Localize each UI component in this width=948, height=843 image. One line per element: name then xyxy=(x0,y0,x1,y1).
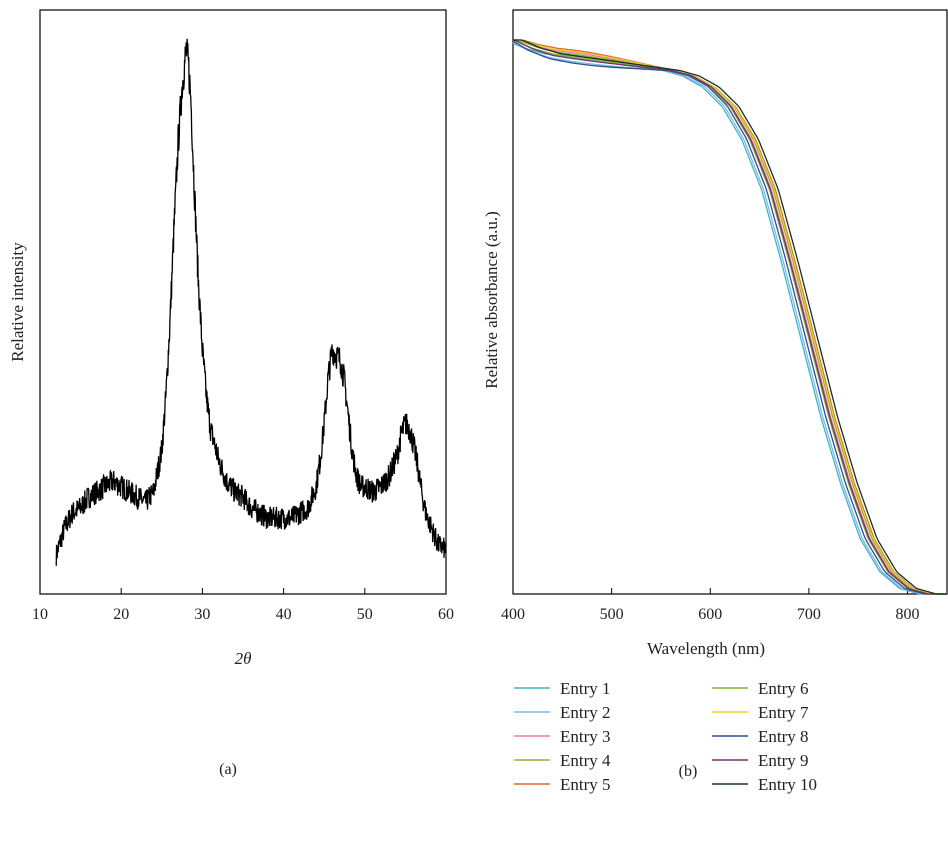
panel-a-tick-label: 50 xyxy=(357,606,373,623)
panel-b-tick-label: 400 xyxy=(501,606,525,623)
panel-a-xrd-trace xyxy=(55,38,447,566)
panel-b-legend: Entry 1 Entry 2 Entry 3 Entry 4 Entry 5 Entry… xyxy=(514,679,817,794)
panel-a-frame xyxy=(39,9,447,595)
panel-b-series-line xyxy=(512,40,947,595)
legend-entry-label: Entry 6 xyxy=(758,679,809,698)
panel-b-tick-label: 500 xyxy=(600,606,624,623)
panel-b-tick-label: 700 xyxy=(797,606,821,623)
panel-b-series-line xyxy=(512,39,947,595)
legend-entry-label: Entry 9 xyxy=(758,751,809,770)
panel-b-series xyxy=(512,39,947,595)
panel-a-tick-label: 40 xyxy=(276,606,292,623)
panel-a-ylabel: Relative intensity xyxy=(8,242,27,362)
legend-entry-label: Entry 1 xyxy=(560,679,611,698)
panel-b-absorbance: 400 500 600 700 800 Wavelength (nm) Relative… xyxy=(482,9,948,794)
panel-b-frame xyxy=(512,9,948,595)
panel-b-ticks: 400 500 600 700 800 xyxy=(501,588,920,623)
panel-a-xrd: 10 20 30 40 50 60 2θ Relative intensity (a) xyxy=(8,9,454,778)
legend-entry-label: Entry 7 xyxy=(758,703,809,722)
legend-entry-label: Entry 2 xyxy=(560,703,611,722)
panel-b-tick-label: 600 xyxy=(698,606,722,623)
legend-entry-label: Entry 8 xyxy=(758,727,809,746)
panel-b-series-line xyxy=(513,39,947,595)
legend-entry-label: Entry 3 xyxy=(560,727,611,746)
legend-entry-label: Entry 10 xyxy=(758,775,817,794)
panel-a-label: (a) xyxy=(219,761,237,778)
panel-b-series-line xyxy=(513,39,947,595)
panel-b-series-line xyxy=(512,39,947,595)
panel-b-series-line xyxy=(513,39,947,595)
panel-b-label: (b) xyxy=(679,763,698,780)
panel-a-tick-label: 30 xyxy=(194,606,210,623)
panel-a-ticks: 10 20 30 40 50 60 xyxy=(32,588,454,623)
panel-b-xlabel: Wavelength (nm) xyxy=(647,639,765,658)
panel-b-series-line xyxy=(513,39,947,595)
legend-entry-label: Entry 4 xyxy=(560,751,611,770)
panel-b-ylabel: Relative absorbance (a.u.) xyxy=(482,211,501,388)
panel-a-tick-label: 10 xyxy=(32,606,48,623)
panel-a-tick-label: 60 xyxy=(438,606,454,623)
panel-b-series-line xyxy=(512,41,947,595)
panel-b-series-line xyxy=(512,42,947,595)
panel-b-series-line xyxy=(513,39,947,595)
panel-b-tick-label: 800 xyxy=(896,606,920,623)
legend-entry-label: Entry 5 xyxy=(560,775,611,794)
panel-a-xlabel: 2θ xyxy=(235,649,252,668)
panel-a-tick-label: 20 xyxy=(113,606,129,623)
panel-a-series xyxy=(55,38,447,566)
